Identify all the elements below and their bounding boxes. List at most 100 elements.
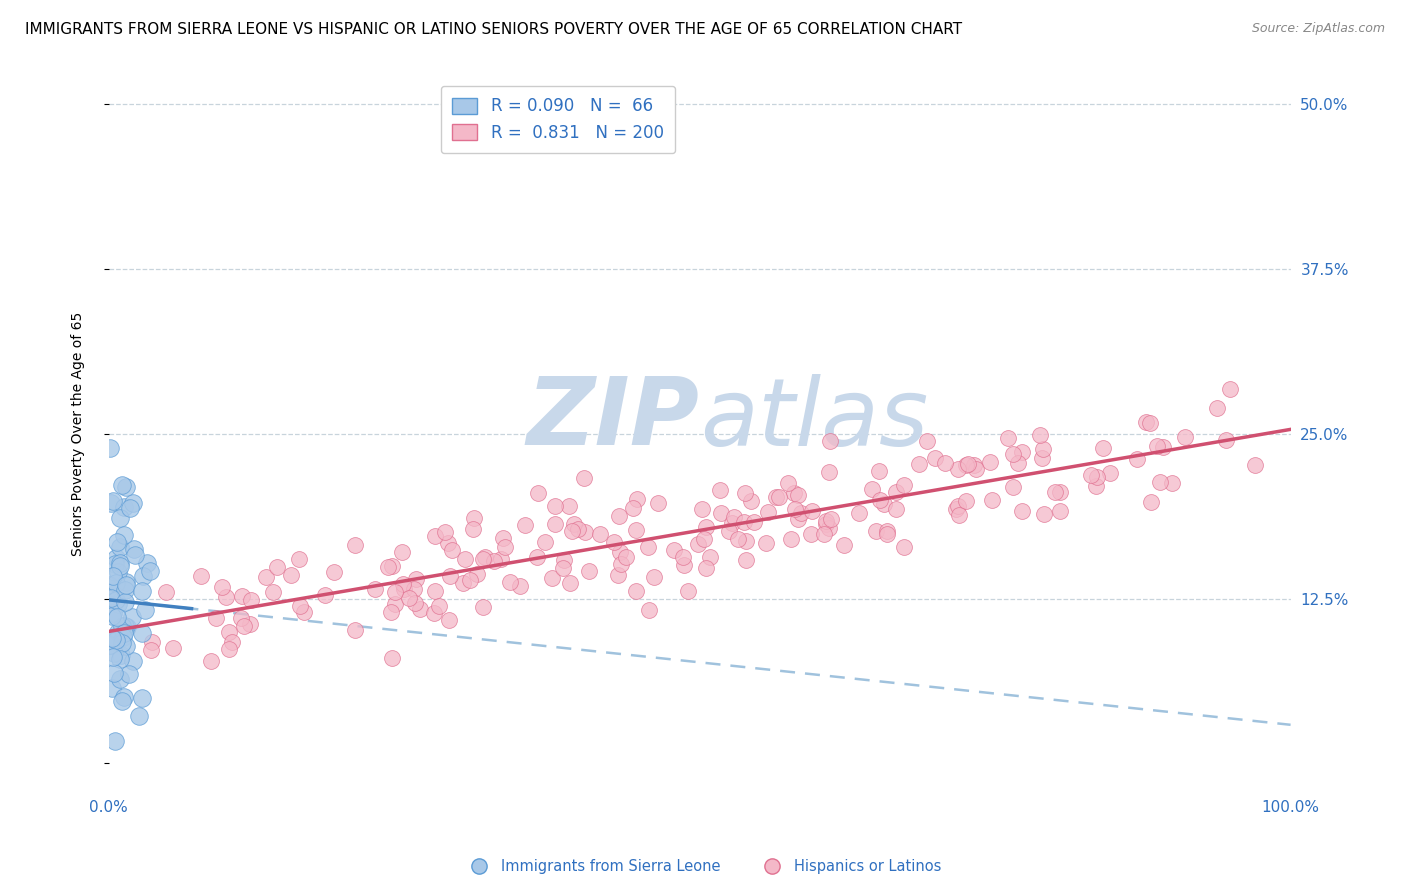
Point: [292, 605, 315, 619]
Point: [111, 478, 134, 492]
Point: [915, 434, 938, 448]
Point: [540, 571, 562, 585]
Point: [963, 458, 986, 473]
Point: [818, 465, 841, 479]
Point: [965, 462, 987, 476]
Point: [441, 543, 464, 558]
Point: [693, 532, 716, 546]
Point: [494, 541, 516, 555]
Point: [1206, 401, 1229, 415]
Point: [231, 611, 253, 625]
Point: [946, 462, 969, 476]
Point: [786, 512, 808, 526]
Point: [643, 570, 665, 584]
Point: [678, 584, 700, 599]
Point: [672, 549, 695, 564]
Point: [815, 517, 838, 532]
Legend: R = 0.090   N =  66, R =  0.831   N = 200: R = 0.090 N = 66, R = 0.831 N = 200: [440, 86, 675, 153]
Point: [558, 499, 581, 513]
Point: [262, 585, 284, 599]
Point: [1219, 382, 1241, 396]
Point: [434, 524, 457, 539]
Point: [607, 568, 630, 582]
Point: [437, 613, 460, 627]
Point: [112, 690, 135, 705]
Point: [439, 569, 461, 583]
Point: [110, 510, 132, 524]
Point: [104, 593, 127, 607]
Point: [589, 527, 612, 541]
Point: [114, 582, 136, 597]
Point: [115, 639, 138, 653]
Point: [834, 538, 856, 552]
Point: [544, 517, 567, 532]
Point: [1049, 485, 1071, 500]
Point: [384, 597, 406, 611]
Point: [578, 564, 600, 578]
Point: [873, 497, 896, 511]
Point: [405, 572, 427, 586]
Point: [848, 506, 870, 520]
Point: [115, 578, 138, 592]
Point: [621, 501, 644, 516]
Point: [673, 558, 696, 573]
Point: [1139, 416, 1161, 430]
Point: [561, 524, 583, 538]
Point: [695, 561, 717, 575]
Point: [104, 551, 127, 566]
Point: [778, 475, 800, 490]
Point: [114, 618, 136, 632]
Point: [1011, 444, 1033, 458]
Point: [869, 492, 891, 507]
Point: [115, 574, 138, 589]
Point: [907, 457, 929, 471]
Point: [132, 569, 155, 583]
Point: [1001, 479, 1024, 493]
Point: [893, 478, 915, 492]
Point: [509, 579, 531, 593]
Point: [131, 584, 153, 599]
Point: [948, 508, 970, 522]
Point: [624, 524, 647, 538]
Point: [756, 505, 779, 519]
Point: [398, 591, 420, 606]
Point: [647, 496, 669, 510]
Point: [735, 533, 758, 548]
Point: [118, 667, 141, 681]
Point: [924, 450, 946, 465]
Point: [955, 458, 977, 472]
Point: [664, 542, 686, 557]
Point: [690, 502, 713, 516]
Point: [491, 551, 513, 566]
Point: [1099, 466, 1122, 480]
Point: [492, 531, 515, 545]
Point: [101, 569, 124, 583]
Point: [709, 483, 731, 497]
Point: [616, 549, 638, 564]
Point: [780, 532, 803, 546]
Text: atlas: atlas: [700, 374, 928, 465]
Point: [108, 540, 131, 554]
Point: [211, 580, 233, 594]
Point: [945, 501, 967, 516]
Point: [98, 581, 121, 595]
Point: [1085, 478, 1108, 492]
Point: [1215, 434, 1237, 448]
Point: [1043, 484, 1066, 499]
Point: [1002, 447, 1025, 461]
Point: [472, 600, 495, 615]
Point: [101, 606, 124, 620]
Point: [526, 549, 548, 564]
Point: [190, 568, 212, 582]
Point: [800, 527, 823, 541]
Point: [205, 611, 228, 625]
Point: [112, 625, 135, 640]
Point: [1135, 416, 1157, 430]
Point: [695, 520, 717, 534]
Point: [111, 619, 134, 633]
Point: [114, 595, 136, 609]
Point: [221, 635, 243, 649]
Point: [527, 486, 550, 500]
Point: [111, 636, 134, 650]
Point: [1149, 475, 1171, 490]
